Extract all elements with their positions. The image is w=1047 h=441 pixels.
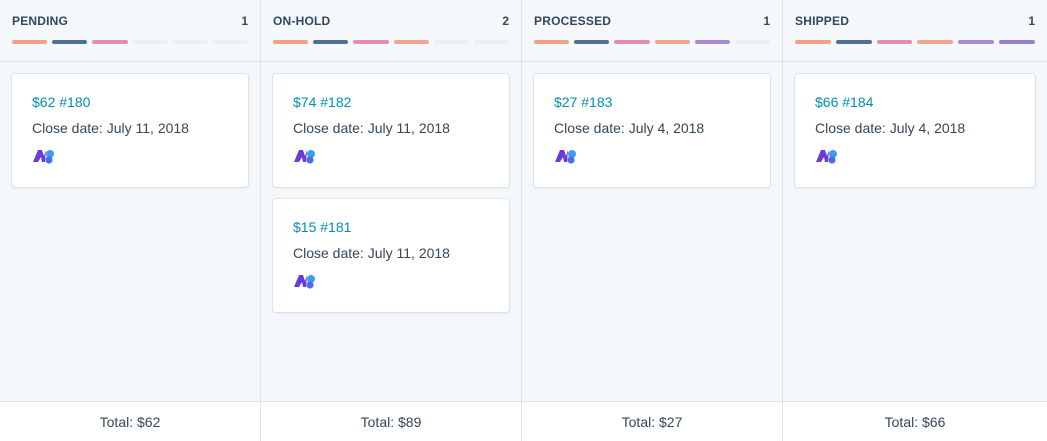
column-body: $27 #183 Close date: July 4, 2018: [522, 62, 782, 401]
app-logo-icon: [294, 150, 315, 164]
close-date-value: July 11, 2018: [106, 120, 189, 136]
close-date-value: July 11, 2018: [367, 120, 450, 136]
progress-segment: [92, 40, 128, 44]
deal-title-link[interactable]: $62 #180: [32, 94, 91, 110]
close-date-row: Close date: July 11, 2018: [32, 120, 228, 136]
app-logo-icon: [555, 150, 576, 164]
stage-progress: [12, 40, 249, 44]
progress-segment: [958, 40, 995, 44]
close-date-label: Close date:: [554, 120, 625, 136]
app-logo-icon: [33, 150, 54, 164]
progress-segment: [433, 40, 469, 44]
deal-card[interactable]: $27 #183 Close date: July 4, 2018: [534, 74, 770, 187]
column-title: ON-HOLD: [273, 14, 331, 28]
deal-card[interactable]: $74 #182 Close date: July 11, 2018: [273, 74, 509, 187]
progress-segment: [172, 40, 208, 44]
column-on-hold: ON-HOLD 2 $74 #182 Close date: July 11, …: [261, 0, 522, 441]
column-title: SHIPPED: [795, 14, 850, 28]
column-count: 1: [241, 14, 248, 28]
close-date-row: Close date: July 11, 2018: [293, 120, 489, 136]
progress-segment: [917, 40, 954, 44]
column-count: 1: [763, 14, 770, 28]
deal-card[interactable]: $15 #181 Close date: July 11, 2018: [273, 199, 509, 312]
progress-segment: [574, 40, 610, 44]
stage-progress: [534, 40, 771, 44]
progress-segment: [132, 40, 168, 44]
column-total: Total: $89: [261, 401, 521, 441]
close-date-label: Close date:: [32, 120, 103, 136]
column-header: SHIPPED 1: [783, 0, 1047, 62]
column-count: 2: [502, 14, 509, 28]
column-header: PROCESSED 1: [522, 0, 782, 62]
progress-segment: [212, 40, 249, 44]
column-title: PROCESSED: [534, 14, 612, 28]
column-header: PENDING 1: [0, 0, 260, 62]
deal-card[interactable]: $62 #180 Close date: July 11, 2018: [12, 74, 248, 187]
progress-segment: [694, 40, 730, 44]
close-date-row: Close date: July 4, 2018: [815, 120, 1015, 136]
progress-segment: [734, 40, 771, 44]
close-date-value: July 4, 2018: [628, 120, 705, 136]
progress-segment: [473, 40, 510, 44]
deal-title-link[interactable]: $66 #184: [815, 94, 874, 110]
progress-segment: [393, 40, 429, 44]
progress-segment: [795, 40, 831, 44]
progress-segment: [313, 40, 349, 44]
progress-segment: [999, 40, 1035, 44]
column-title: PENDING: [12, 14, 69, 28]
column-title-row: PROCESSED 1: [534, 14, 770, 28]
progress-segment: [353, 40, 389, 44]
column-total: Total: $62: [0, 401, 260, 441]
close-date-value: July 4, 2018: [889, 120, 966, 136]
stage-progress: [795, 40, 1035, 44]
progress-segment: [876, 40, 913, 44]
column-total: Total: $66: [783, 401, 1047, 441]
column-shipped: SHIPPED 1 $66 #184 Close date: July 4, 2…: [783, 0, 1047, 441]
stage-progress: [273, 40, 510, 44]
close-date-row: Close date: July 11, 2018: [293, 245, 489, 261]
progress-segment: [614, 40, 650, 44]
column-body: $66 #184 Close date: July 4, 2018: [783, 62, 1047, 401]
app-logo-icon: [816, 150, 837, 164]
deal-title-link[interactable]: $27 #183: [554, 94, 613, 110]
progress-segment: [12, 40, 48, 44]
column-count: 1: [1028, 14, 1035, 28]
progress-segment: [52, 40, 88, 44]
close-date-value: July 11, 2018: [367, 245, 450, 261]
progress-segment: [273, 40, 309, 44]
column-pending: PENDING 1 $62 #180 Close date: July 11, …: [0, 0, 261, 441]
progress-segment: [835, 40, 872, 44]
column-processed: PROCESSED 1 $27 #183 Close date: July 4,…: [522, 0, 783, 441]
close-date-label: Close date:: [293, 245, 364, 261]
column-title-row: ON-HOLD 2: [273, 14, 509, 28]
column-body: $62 #180 Close date: July 11, 2018: [0, 62, 260, 401]
column-title-row: SHIPPED 1: [795, 14, 1035, 28]
close-date-row: Close date: July 4, 2018: [554, 120, 750, 136]
progress-segment: [534, 40, 570, 44]
column-total: Total: $27: [522, 401, 782, 441]
app-logo-icon: [294, 275, 315, 289]
deal-title-link[interactable]: $74 #182: [293, 94, 352, 110]
close-date-label: Close date:: [815, 120, 886, 136]
deal-card[interactable]: $66 #184 Close date: July 4, 2018: [795, 74, 1035, 187]
close-date-label: Close date:: [293, 120, 364, 136]
progress-segment: [654, 40, 690, 44]
column-body: $74 #182 Close date: July 11, 2018 $15 #…: [261, 62, 521, 401]
column-header: ON-HOLD 2: [261, 0, 521, 62]
column-title-row: PENDING 1: [12, 14, 248, 28]
deal-title-link[interactable]: $15 #181: [293, 219, 352, 235]
